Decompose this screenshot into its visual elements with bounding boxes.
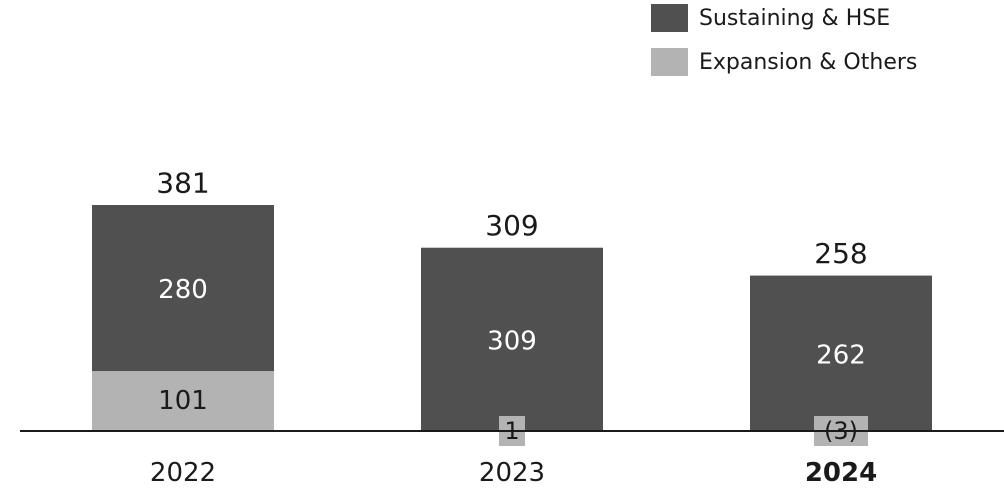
bar-sustaining-2024 <box>750 275 932 431</box>
x-tick-label-2023: 2023 <box>479 458 545 488</box>
legend-swatch-expansion <box>651 48 688 76</box>
legend-item-sustaining: Sustaining & HSE <box>651 4 917 32</box>
legend-swatch-sustaining <box>651 4 688 32</box>
x-tick-label-2022: 2022 <box>150 458 216 488</box>
bar-expansion-2022 <box>92 371 274 431</box>
total-label-2022: 381 <box>156 167 209 200</box>
legend-label-sustaining: Sustaining & HSE <box>699 5 891 31</box>
total-label-2024: 258 <box>814 237 867 270</box>
bar-label-sustaining-2022: 280 <box>158 275 208 305</box>
x-tick-label-2024: 2024 <box>805 458 877 488</box>
legend-label-expansion: Expansion & Others <box>699 49 918 75</box>
bar-label-expansion-2022: 101 <box>158 386 208 416</box>
bar-sustaining-2023 <box>421 247 603 431</box>
legend-item-expansion: Expansion & Others <box>651 48 917 76</box>
bar-label-sustaining-2023: 309 <box>487 326 537 356</box>
total-label-2023: 309 <box>485 209 538 242</box>
bar-label-sustaining-2024: 262 <box>816 340 866 370</box>
bar-sustaining-2022 <box>92 205 274 372</box>
legend: Sustaining & HSE Expansion & Others <box>651 4 917 92</box>
